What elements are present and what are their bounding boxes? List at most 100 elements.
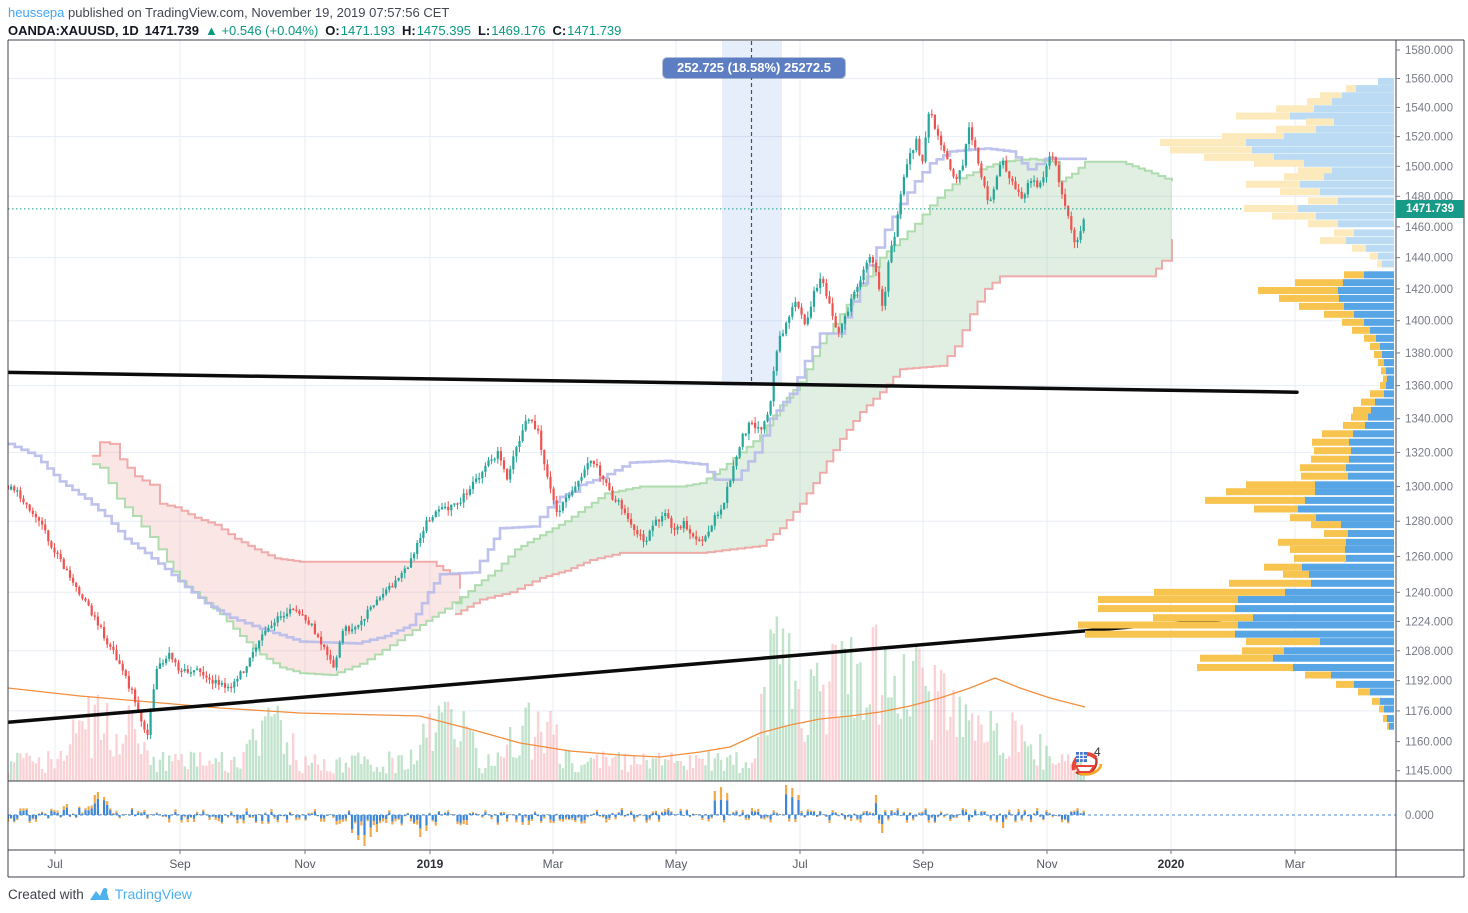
profile-row-yellow	[1314, 447, 1351, 455]
profile-row-blue	[1386, 382, 1394, 390]
time-axis[interactable]: Jul Sep Nov 2019 Mar May Jul Sep Nov 2020 Mar	[47, 850, 1305, 871]
price-tick-label: 1176.000	[1405, 706, 1452, 718]
price-tick-label: 1420.000	[1405, 284, 1453, 296]
time-tick-label: Sep	[912, 857, 934, 871]
profile-row-blue	[1370, 326, 1394, 334]
profile-row-blue	[1342, 92, 1394, 100]
open-label: O:	[325, 23, 340, 38]
symbol-title[interactable]: OANDA:XAUUSD, 1D	[8, 23, 139, 38]
profile-row-yellow	[1276, 105, 1314, 113]
profile-row-yellow	[1254, 505, 1298, 513]
profile-row-blue	[1368, 413, 1394, 421]
tradingview-logo-icon	[89, 888, 109, 900]
profile-row-blue	[1305, 496, 1394, 504]
ship-sticker-icon[interactable]: 4	[1068, 744, 1120, 780]
profile-row-blue	[1235, 605, 1394, 613]
profile-row-blue	[1285, 588, 1394, 596]
profile-row-yellow	[1352, 244, 1366, 252]
trend-lines[interactable]	[8, 370, 1299, 725]
profile-row-yellow	[1301, 472, 1348, 480]
profile-row-blue	[1338, 197, 1394, 205]
profile-row-yellow	[1320, 92, 1342, 100]
profile-row-blue	[1386, 367, 1394, 375]
price-tick-label: 1320.000	[1405, 447, 1453, 459]
time-tick-label: Nov	[1036, 857, 1057, 871]
black-trend-line	[8, 370, 1299, 394]
price-tick-label: 1280.000	[1405, 516, 1453, 528]
bearish-cloud-top-line	[92, 441, 461, 589]
measure-label[interactable]: 252.725 (18.58%) 25272.5	[663, 58, 845, 78]
profile-row-blue	[1238, 621, 1394, 629]
bearish-cloud-bottom-line	[92, 463, 461, 676]
sticker-flag-grid	[1076, 752, 1087, 762]
profile-row-blue	[1365, 421, 1394, 429]
profile-row-yellow	[1200, 654, 1273, 662]
profile-row-yellow	[1322, 430, 1353, 438]
profile-row-yellow	[1197, 664, 1293, 671]
profile-row-yellow	[1334, 229, 1354, 237]
profile-row-blue	[1309, 570, 1394, 578]
profile-row-blue	[1354, 310, 1394, 318]
profile-row-blue	[1338, 287, 1394, 294]
profile-row-yellow	[1324, 530, 1348, 537]
profile-row-yellow	[1387, 722, 1389, 730]
profile-row-yellow	[1308, 197, 1338, 205]
profile-row-yellow	[1272, 212, 1316, 220]
profile-row-yellow	[1078, 621, 1238, 629]
profile-row-blue	[1341, 521, 1394, 529]
profile-row-yellow	[1370, 390, 1384, 398]
price-tick-label: 1340.000	[1405, 414, 1453, 426]
pane-borders	[7, 39, 1465, 878]
profile-row-yellow	[1324, 310, 1354, 318]
sticker-orange-arc	[1078, 763, 1103, 776]
profile-row-blue	[1238, 596, 1394, 603]
profile-row-blue	[1380, 697, 1394, 705]
price-tick-label: 1380.000	[1405, 348, 1453, 360]
profile-row-yellow	[1154, 588, 1285, 596]
profile-row-yellow	[1370, 252, 1378, 260]
price-tick-label: 1400.000	[1405, 316, 1453, 328]
profile-row-blue	[1346, 538, 1394, 546]
profile-row-blue	[1298, 205, 1394, 212]
profile-row-blue	[1346, 554, 1394, 562]
profile-row-blue	[1351, 447, 1394, 455]
bullish-cloud-top-line	[455, 157, 1173, 605]
profile-row-yellow	[1336, 680, 1354, 688]
profile-row-yellow	[1299, 302, 1344, 310]
header: heussepa published on TradingView.com, N…	[8, 4, 621, 39]
profile-row-yellow	[1236, 112, 1290, 120]
profile-row-yellow	[1290, 514, 1316, 522]
username-link[interactable]: heussepa	[8, 5, 65, 20]
profile-row-yellow	[1290, 545, 1345, 553]
profile-row-yellow	[1306, 118, 1334, 126]
profile-row-yellow	[1364, 334, 1376, 342]
bullish-cloud-bottom-line	[455, 239, 1173, 616]
profile-row-blue	[1320, 188, 1394, 196]
price-axis[interactable]: 1580.000 1560.000 1540.000 1520.000 1500.000…	[1396, 45, 1453, 822]
price-tick-label: 1260.000	[1405, 552, 1453, 564]
profile-row-yellow	[1311, 455, 1349, 463]
profile-row-blue	[1378, 77, 1394, 85]
profile-row-blue	[1300, 180, 1394, 188]
profile-row-yellow	[1300, 464, 1346, 472]
profile-row-blue	[1371, 406, 1394, 414]
profile-row-blue	[1331, 671, 1394, 679]
profile-row-yellow	[1204, 153, 1274, 161]
tradingview-brand-link[interactable]: TradingView	[114, 886, 192, 902]
low-value: 1469.176	[491, 23, 546, 38]
profile-row-blue	[1246, 139, 1394, 146]
open-value: 1471.193	[340, 23, 395, 38]
profile-row-blue	[1364, 318, 1394, 326]
price-tick-label: 1192.000	[1405, 676, 1452, 688]
time-tick-label: Jul	[792, 857, 807, 871]
profile-row-blue	[1382, 260, 1394, 268]
profile-row-yellow	[1160, 139, 1246, 146]
profile-row-yellow	[1378, 359, 1384, 367]
profile-row-yellow	[1153, 614, 1253, 622]
measure-tool[interactable]	[722, 41, 782, 386]
profile-row-yellow	[1370, 342, 1380, 350]
profile-row-blue	[1293, 664, 1394, 671]
profile-row-blue	[1316, 514, 1394, 522]
profile-row-blue	[1375, 398, 1394, 406]
